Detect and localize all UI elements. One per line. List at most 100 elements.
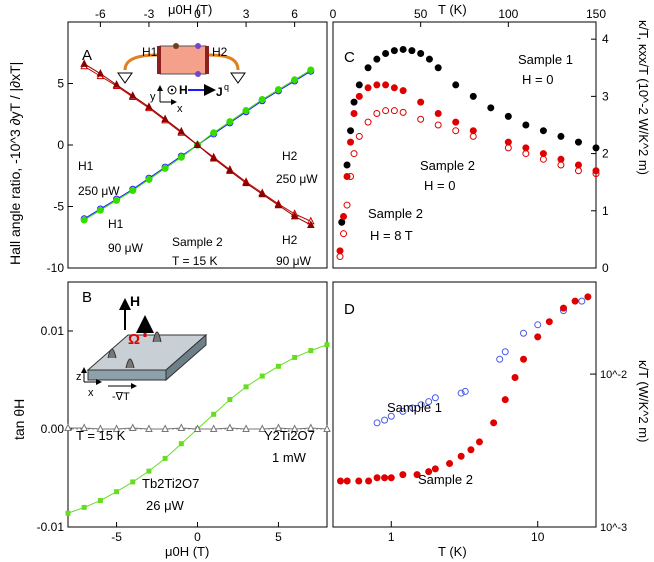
panel-c-top-tick-label: 100	[498, 7, 518, 21]
panel-d-point	[475, 438, 483, 446]
panel-c-point	[522, 121, 530, 129]
panel-a-top-tick-label: 0	[194, 7, 201, 21]
panel-a-point	[258, 95, 266, 103]
inset-h-label: H	[179, 83, 188, 97]
panel-d-ylabel: κ/T (W/K^2 m)	[636, 360, 651, 442]
panel-c-point	[336, 247, 344, 255]
omega-label: Ω	[128, 331, 140, 348]
panel-c-point	[487, 104, 495, 112]
panel-b-point	[259, 373, 265, 379]
panel-a-point	[96, 206, 104, 214]
panel-b-point	[226, 423, 234, 432]
panel-b-point	[243, 384, 249, 390]
panel-c-point	[355, 132, 363, 140]
panel-d-point	[520, 355, 528, 363]
panel-c-top-tick-label: 0	[330, 7, 337, 21]
panel-d-point	[571, 297, 579, 305]
panel-d-point	[425, 398, 433, 406]
panel-d-point	[417, 401, 425, 409]
panel-c-point	[355, 92, 363, 100]
panel-c-point	[452, 127, 460, 135]
panel-d-xlabel: T (K)	[438, 544, 467, 559]
panel-c-point	[343, 161, 351, 169]
panel-c-point	[399, 108, 407, 116]
panel-d-chart: 1 10 10^-3 10^-2 D Sample 1 Sample 2	[336, 293, 627, 544]
panel-a-point	[80, 59, 88, 67]
panel-b-y-tick-label: 0.01	[41, 324, 65, 338]
edge-peak-left	[107, 348, 117, 359]
panel-d-point	[365, 477, 373, 485]
panel-b-point	[146, 468, 152, 474]
contact-bottom	[195, 71, 201, 77]
panel-c-letter: C	[344, 49, 355, 66]
panel-d-point	[520, 329, 528, 337]
panel-c-point	[364, 84, 372, 92]
panel-d-point	[496, 355, 504, 363]
panel-d-point	[511, 373, 519, 381]
panel-c-point	[373, 81, 381, 89]
panel-a-point	[274, 200, 283, 209]
panel-c-point	[417, 98, 425, 106]
panel-d-point	[373, 474, 381, 482]
panel-a-h1-label: H1	[78, 159, 94, 173]
panel-a-point	[161, 114, 169, 123]
panel-b-point	[145, 424, 153, 432]
panel-a-top-tick-label: 3	[243, 7, 250, 21]
panel-b-point	[324, 342, 330, 348]
panel-d-point	[446, 460, 454, 468]
panel-c-point	[504, 112, 512, 120]
contact-top-left	[173, 43, 179, 49]
panel-a-point	[307, 220, 315, 228]
panel-d-y-tick-label: 10^-3	[600, 522, 627, 534]
panel-b-tb-power: 26 μW	[146, 498, 185, 513]
inset-gradient-label: -∇T	[112, 391, 130, 403]
panel-d-point	[381, 474, 389, 482]
panel-c-point	[408, 47, 416, 55]
panel-c-point	[347, 138, 355, 146]
panel-c-point	[504, 144, 512, 152]
panel-c-point	[347, 127, 355, 135]
field-dot	[170, 88, 174, 92]
panel-b-point	[193, 424, 202, 432]
panel-a-letter: A	[82, 47, 92, 64]
panel-a-point	[290, 211, 299, 220]
panel-d-point	[578, 297, 586, 305]
lead-left	[123, 53, 158, 71]
panel-c-y-tick-label: 4	[602, 32, 609, 46]
inset-q-label: q	[224, 82, 229, 92]
panel-c-sample1-field: H = 0	[522, 72, 553, 87]
panel-b-x-tick-label: 5	[275, 530, 282, 544]
panel-b-point	[130, 479, 136, 485]
panel-b-point	[323, 424, 331, 432]
panel-d-point	[336, 477, 344, 485]
slab-side-face	[165, 333, 207, 382]
ground-left-icon	[117, 72, 133, 84]
panel-c-point	[434, 110, 442, 118]
panel-c-point	[469, 127, 477, 135]
panel-a-point	[161, 164, 169, 172]
panel-a-point	[307, 66, 315, 74]
panel-d-frame	[332, 281, 597, 528]
panel-d-x-tick-label: 10	[531, 530, 545, 544]
panel-b-ylabel: tan θH	[11, 399, 27, 440]
panel-b-temp-label: T = 15 K	[76, 428, 126, 443]
panel-b-letter: B	[82, 289, 92, 306]
panel-c-top-xlabel: T (K)	[438, 2, 467, 17]
panel-c-point	[382, 107, 390, 115]
panel-c-point	[592, 144, 600, 152]
panel-c-point	[504, 138, 512, 146]
panel-c-sample2-field: H = 0	[424, 178, 455, 193]
panel-b-point	[114, 489, 120, 495]
field-h-label: H	[130, 293, 140, 309]
panel-a-point	[291, 76, 299, 84]
panel-c-point	[373, 55, 381, 63]
panel-c-point	[469, 132, 477, 140]
panel-a-point	[226, 118, 234, 126]
panel-d-point	[501, 348, 509, 356]
panel-d-point	[387, 412, 395, 420]
panel-d-y-tick-label: 10^-2	[600, 369, 627, 381]
panel-c-point	[390, 47, 398, 55]
panel-b-inset-diagram: H Ω z x -∇T	[76, 293, 208, 403]
panel-a-point	[177, 153, 185, 161]
